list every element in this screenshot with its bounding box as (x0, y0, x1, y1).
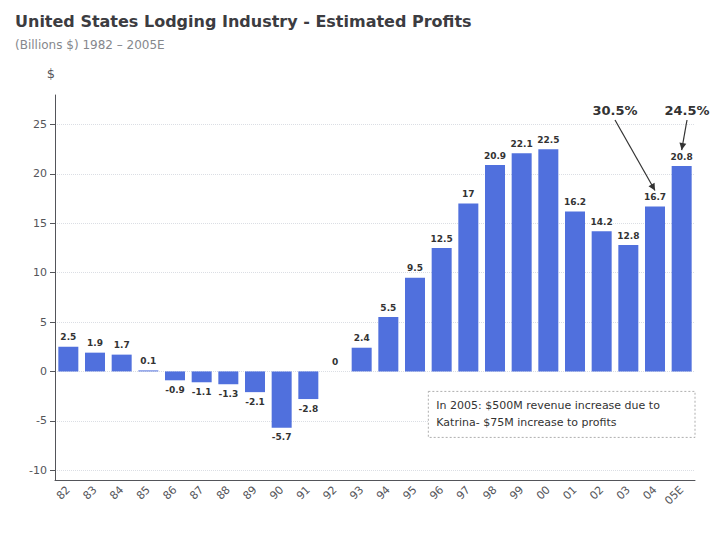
svg-text:93: 93 (347, 483, 366, 502)
svg-text:89: 89 (241, 483, 260, 502)
svg-text:04: 04 (641, 483, 660, 502)
svg-text:91: 91 (294, 483, 313, 502)
svg-text:16.2: 16.2 (564, 197, 586, 207)
svg-text:5: 5 (40, 316, 47, 329)
svg-text:82: 82 (54, 483, 73, 502)
svg-text:03: 03 (614, 483, 633, 502)
svg-text:14.2: 14.2 (591, 217, 613, 227)
svg-text:98: 98 (481, 483, 500, 502)
svg-text:1.7: 1.7 (114, 340, 130, 350)
svg-text:0.1: 0.1 (140, 356, 156, 366)
svg-text:In 2005: $500M revenue increas: In 2005: $500M revenue increase due to (436, 399, 660, 412)
svg-text:(Billions $) 1982 – 2005E: (Billions $) 1982 – 2005E (15, 38, 165, 52)
svg-text:2.5: 2.5 (60, 332, 76, 342)
svg-text:20.8: 20.8 (671, 152, 693, 162)
svg-text:05E: 05E (662, 483, 686, 507)
svg-text:01: 01 (561, 483, 580, 502)
svg-text:-5: -5 (36, 414, 47, 427)
svg-text:-5.7: -5.7 (272, 432, 292, 442)
svg-text:12.5: 12.5 (431, 234, 453, 244)
svg-text:9.5: 9.5 (407, 263, 423, 273)
svg-text:85: 85 (134, 483, 153, 502)
svg-text:25: 25 (33, 118, 47, 131)
svg-text:30.5%: 30.5% (592, 103, 637, 118)
svg-text:20: 20 (33, 167, 47, 180)
svg-text:92: 92 (321, 483, 340, 502)
svg-text:96: 96 (427, 483, 446, 502)
svg-text:0: 0 (332, 357, 338, 367)
svg-text:15: 15 (33, 217, 47, 230)
svg-text:90: 90 (267, 483, 286, 502)
svg-text:United States Lodging Industry: United States Lodging Industry - Estimat… (15, 12, 472, 31)
svg-text:16.7: 16.7 (644, 192, 666, 202)
svg-text:20.9: 20.9 (484, 151, 506, 161)
svg-text:1.9: 1.9 (87, 338, 103, 348)
svg-text:-1.1: -1.1 (192, 387, 212, 397)
svg-text:$: $ (47, 66, 55, 81)
svg-text:17: 17 (462, 189, 475, 199)
svg-text:02: 02 (587, 483, 606, 502)
svg-text:83: 83 (81, 483, 100, 502)
svg-text:88: 88 (214, 483, 233, 502)
svg-text:-2.8: -2.8 (298, 404, 318, 414)
svg-text:-10: -10 (29, 464, 47, 477)
svg-text:2.4: 2.4 (354, 333, 370, 343)
svg-text:10: 10 (33, 266, 47, 279)
svg-text:-2.1: -2.1 (245, 397, 265, 407)
svg-text:-1.3: -1.3 (218, 389, 238, 399)
svg-text:5.5: 5.5 (380, 303, 396, 313)
svg-text:94: 94 (374, 483, 393, 502)
svg-text:24.5%: 24.5% (664, 103, 709, 118)
svg-text:99: 99 (507, 483, 526, 502)
svg-text:84: 84 (107, 483, 126, 502)
svg-text:22.1: 22.1 (511, 139, 533, 149)
svg-text:86: 86 (161, 483, 180, 502)
svg-text:95: 95 (401, 483, 420, 502)
svg-text:Katrina- $75M increase to prof: Katrina- $75M increase to profits (436, 416, 616, 429)
svg-text:12.8: 12.8 (617, 231, 639, 241)
svg-text:0: 0 (40, 365, 47, 378)
svg-text:97: 97 (454, 483, 473, 502)
svg-text:22.5: 22.5 (537, 135, 559, 145)
svg-text:-0.9: -0.9 (165, 385, 185, 395)
svg-text:00: 00 (534, 483, 553, 502)
svg-text:87: 87 (187, 483, 206, 502)
